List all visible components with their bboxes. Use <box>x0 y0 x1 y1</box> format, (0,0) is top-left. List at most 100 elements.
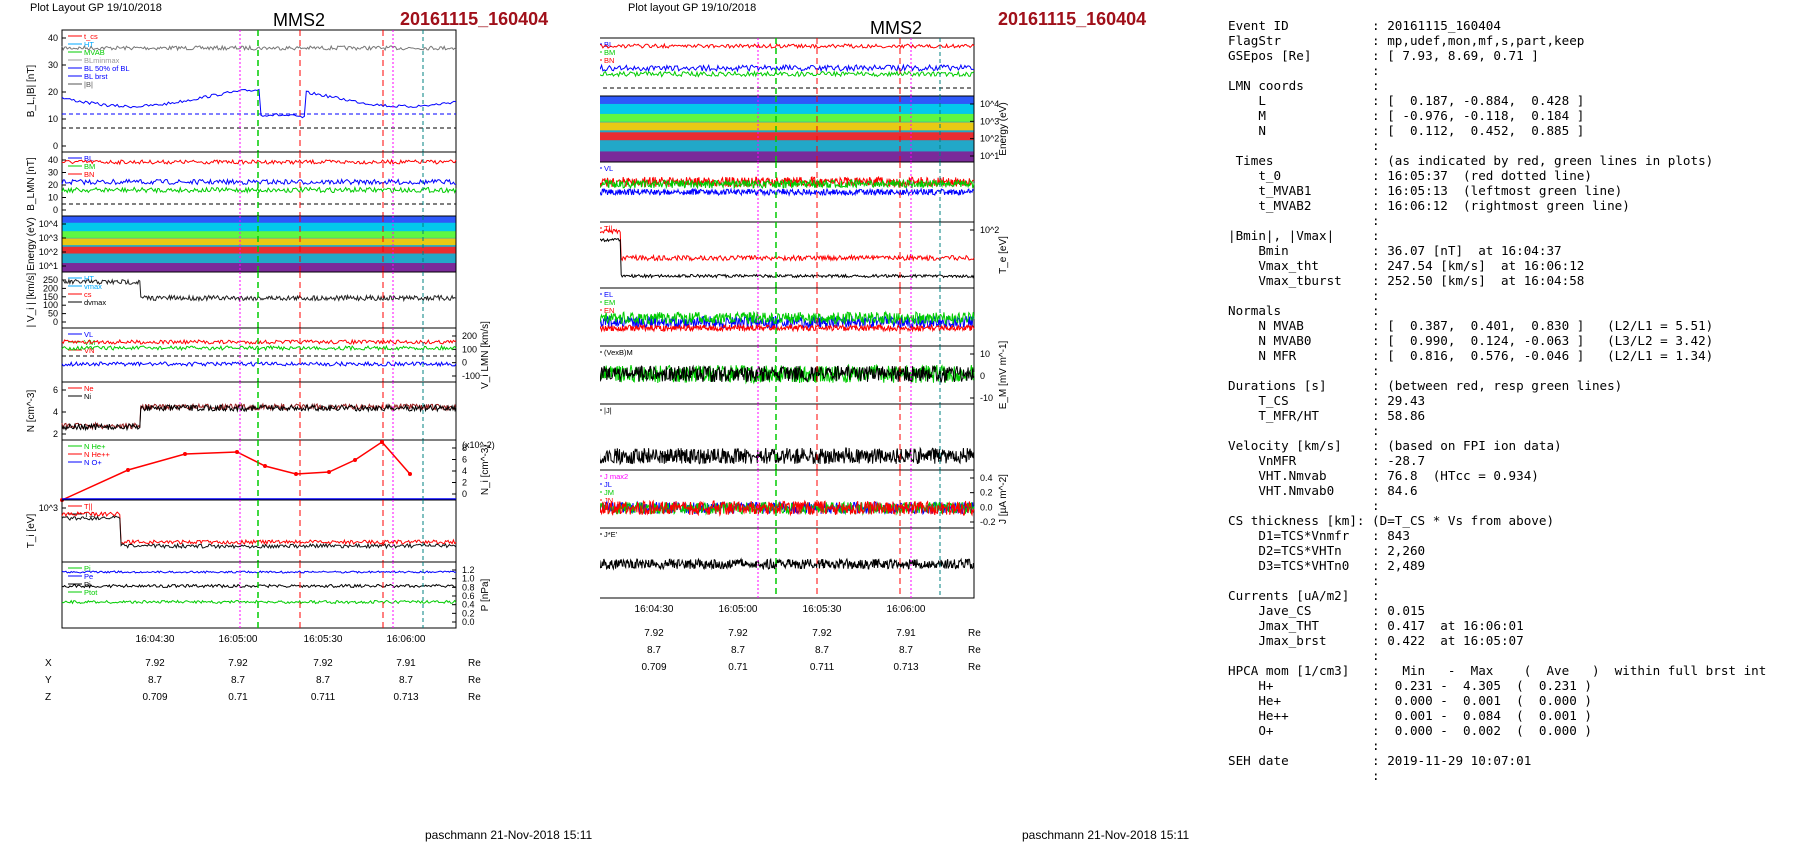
panel-frame <box>600 527 975 599</box>
tick-label: -100 <box>462 371 480 381</box>
y-axis-label: P [nPa] <box>480 578 491 611</box>
tick-label: 6 <box>53 385 58 395</box>
summary-line: |Bmin|, |Vmax| : <box>1228 228 1380 243</box>
trace-VeL <box>600 187 975 197</box>
y-axis-label: J [µA m^-2] <box>998 474 1009 524</box>
legend-entry: Ni <box>84 392 91 401</box>
trace-BM <box>61 185 457 194</box>
panel-frame <box>600 221 975 289</box>
trace-B-total <box>61 44 457 52</box>
spectrogram-band <box>62 238 456 246</box>
time-tick-label: 16:04:30 <box>635 604 674 615</box>
summary-line: Jave_CS : 0.015 <box>1228 603 1426 618</box>
summary-line: CS thickness [km]: (D=T_CS * Vs from abo… <box>1228 513 1555 528</box>
tick-label: 0.4 <box>980 473 993 483</box>
summary-line: D2=TCS*VHTn : 2,260 <box>1228 543 1426 558</box>
summary-line: O+ : 0.000 - 0.002 ( 0.000 ) <box>1228 723 1592 738</box>
tick-label: 6 <box>462 455 467 465</box>
time-tick-label: 16:04:30 <box>136 634 175 645</box>
y-axis-label: B_LMN [nT] <box>26 157 37 211</box>
panel-3: 4002000-200-400-600V_e LMN [km/s]VL <box>600 161 975 223</box>
summary-line: N MVAB : [ 0.387, 0.401, 0.830 ] (L2/L1 … <box>1228 318 1714 333</box>
trace-BN <box>61 158 457 166</box>
legend-entry: N O+ <box>84 458 102 467</box>
spectrogram-band <box>62 222 456 232</box>
trace-BL <box>600 63 974 73</box>
position-value: 8.7 <box>731 645 745 656</box>
tick-label: 10^3 <box>980 116 999 126</box>
legend-entry: Pe <box>84 572 93 581</box>
y-axis-label: V_i LMN [km/s] <box>480 321 491 389</box>
panel-7: 0.40.30.20.10.0|J| [µA m^-2]|J| <box>600 403 975 471</box>
trace-EN <box>600 323 975 333</box>
y-axis-label: | V_i | [km/s] <box>26 272 37 327</box>
tick-label: 10^4 <box>980 99 999 109</box>
legend-entry: N He+ <box>84 442 106 451</box>
trace-Pi <box>61 583 457 589</box>
mid-event-title: 20161115_160404 <box>998 9 1147 29</box>
tick-label: 0 <box>53 317 58 327</box>
legend-entry: EM <box>604 298 615 307</box>
y-axis-label: B_L,|B| [nT] <box>26 65 37 118</box>
trace-Ptot <box>61 599 457 605</box>
panel-8: 10^3T_i [eV]T||T⊥ <box>26 499 457 563</box>
time-tick-label: 16:05:00 <box>219 634 258 645</box>
position-unit: Re <box>468 675 481 686</box>
time-tick-label: 16:06:00 <box>887 604 926 615</box>
summary-line: Jmax_THT : 0.417 at 16:06:01 <box>1228 618 1524 633</box>
position-unit: Re <box>968 645 981 656</box>
trace-JE <box>600 557 975 571</box>
legend-entry: HT <box>84 274 94 283</box>
panel-frame <box>61 499 457 563</box>
legend-entry: VL <box>604 164 613 173</box>
tick-label: 2 <box>462 478 467 488</box>
legend-entry: BL <box>604 40 613 49</box>
legend-entry: EL <box>604 290 613 299</box>
tick-label: 50 <box>48 309 58 319</box>
tick-label: 0.4 <box>462 600 475 610</box>
he++-marker <box>183 452 187 456</box>
legend-entry: Pi <box>84 580 91 589</box>
summary-line: : <box>1228 648 1380 663</box>
tick-label: 10^2 <box>980 225 999 235</box>
legend-entry: dvmax <box>84 298 106 307</box>
y-axis-label: E_M [mV m^-1] <box>998 340 1009 409</box>
event-summary-text: Event ID : 20161115_160404 FlagStr : mp,u… <box>1228 18 1766 783</box>
summary-line: D3=TCS*VHTn0 : 2,489 <box>1228 558 1426 573</box>
position-value: 8.7 <box>647 645 661 656</box>
tick-label: 10 <box>48 193 58 203</box>
spectrogram-low-band <box>62 263 456 272</box>
tick-label: 100 <box>43 300 58 310</box>
panel-6: 10 0 -10 E_M [mV m^-1] (VexB)M <box>600 340 1009 409</box>
trace-VeM <box>600 178 975 190</box>
summary-line: t_MVAB1 : 16:05:13 (leftmost green line) <box>1228 183 1623 198</box>
summary-line: Velocity [km/s] : (based on FPI ion data… <box>1228 438 1562 453</box>
y-axis-label: T_e [eV] <box>998 236 1009 274</box>
position-value: 0.713 <box>893 662 918 673</box>
tick-label: 0 <box>53 205 58 215</box>
position-value: 7.92 <box>812 628 832 639</box>
position-value: 8.7 <box>231 675 245 686</box>
position-value: 8.7 <box>815 645 829 656</box>
summary-line: SEH date : 2019-11-29 10:07:01 <box>1228 753 1532 768</box>
tick-label: 0.0 <box>462 617 475 627</box>
time-tick-label: 16:05:30 <box>803 604 842 615</box>
he++-marker <box>408 472 412 476</box>
he++-marker <box>353 458 357 462</box>
position-value: 0.711 <box>311 692 336 703</box>
tick-label: 200 <box>43 283 58 293</box>
trace-Tpar <box>61 511 457 546</box>
y-axis-label: Energy (eV) <box>998 102 1009 155</box>
left-event-title: 20161115_160404 <box>400 9 549 29</box>
legend-entry: JN <box>604 496 613 505</box>
left-spacecraft-title: MMS2 <box>273 10 326 30</box>
legend-entry: BL <box>84 154 93 163</box>
legend-entry: |B| <box>84 80 93 89</box>
legend-entry: BLminmax <box>84 56 120 65</box>
tick-label: 0 <box>53 141 58 151</box>
summary-line: Currents [uA/m2] : <box>1228 588 1380 603</box>
summary-line: : <box>1228 363 1380 378</box>
summary-line: FlagStr : mp,udef,mon,mf,s,part,keep <box>1228 33 1585 48</box>
legend-entry: Pi <box>84 564 91 573</box>
